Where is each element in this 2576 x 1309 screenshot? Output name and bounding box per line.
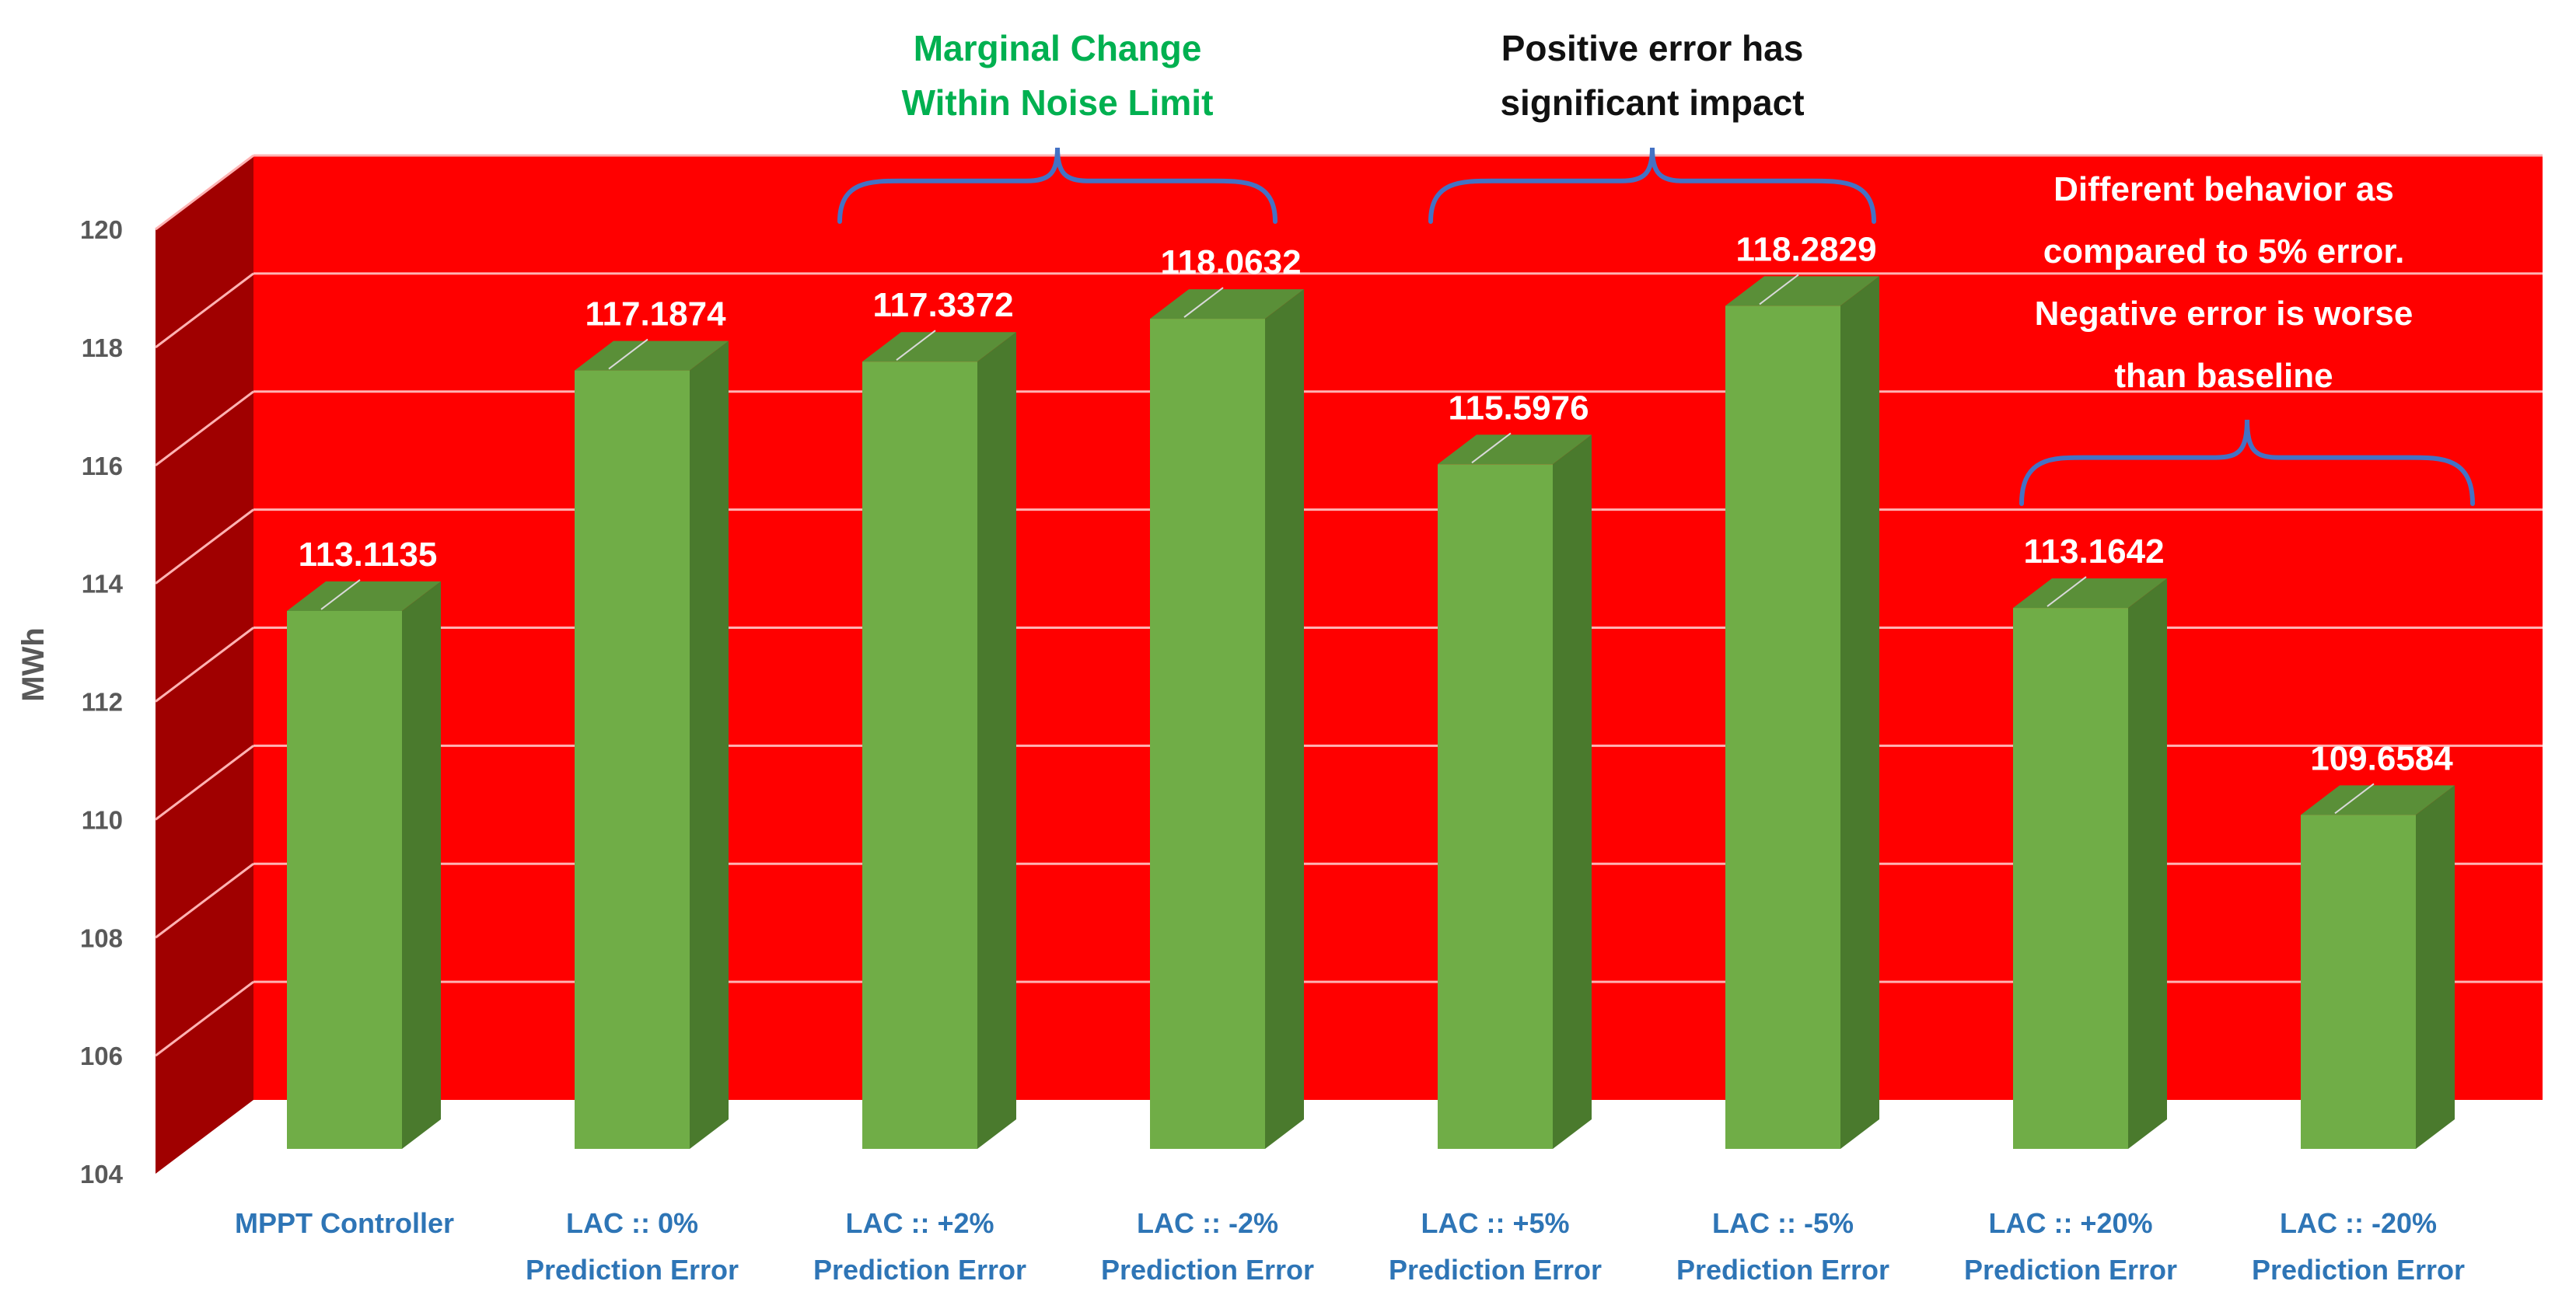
bar-side [402, 581, 441, 1149]
gridline-side [155, 745, 254, 821]
x-tick-label: Prediction Error [1389, 1254, 1602, 1286]
value-leader [320, 579, 361, 610]
y-tick-label: 120 [80, 215, 123, 244]
value-label: 109.6584 [2310, 739, 2453, 777]
bar [2013, 608, 2128, 1149]
bars [287, 276, 2455, 1150]
x-tick-label: Prediction Error [813, 1254, 1026, 1286]
gridline-side [155, 154, 254, 231]
bar-top [2301, 785, 2455, 815]
bar [287, 610, 402, 1149]
y-tick-label: 118 [82, 333, 123, 362]
x-tick-label: Prediction Error [526, 1254, 739, 1286]
bar [1150, 319, 1265, 1150]
x-tick-label: LAC :: -2% [1137, 1207, 1278, 1239]
bar [1438, 464, 1553, 1149]
bar-side [1553, 435, 1592, 1149]
x-tick-label: LAC :: -20% [2280, 1207, 2437, 1239]
x-tick-label: Prediction Error [1964, 1254, 2177, 1286]
bar-top [2013, 578, 2167, 609]
bar-side [1840, 276, 1879, 1149]
value-label: 113.1135 [299, 536, 438, 574]
annotation-different-behavior: Negative error is worse [2035, 295, 2413, 333]
bar [862, 361, 977, 1149]
gridline-side [155, 508, 254, 585]
y-tick-label: 110 [82, 805, 123, 834]
bar [1725, 305, 1840, 1149]
x-tick-label: LAC :: +2% [845, 1207, 994, 1239]
y-tick-label: 108 [80, 923, 123, 952]
x-tick-label: LAC :: -5% [1712, 1207, 1854, 1239]
bar-top [575, 340, 729, 371]
annotations: Marginal Change Within Noise Limit Positiv… [837, 28, 2475, 506]
bar-top [1725, 276, 1879, 306]
x-tick-label: LAC :: +5% [1421, 1207, 1569, 1239]
value-label: 113.1642 [2023, 532, 2164, 571]
value-label: 117.1874 [585, 295, 726, 333]
value-leader [1759, 274, 1799, 305]
y-tick-label: 116 [82, 452, 123, 480]
y-axis: MWh 104 106 108 110 112 114 116 118 120 [16, 215, 124, 1189]
value-leader [896, 330, 936, 361]
x-tick-label: Prediction Error [2252, 1254, 2465, 1286]
annotation-different-behavior: compared to 5% error. [2043, 232, 2405, 271]
value-label: 115.5976 [1448, 389, 1589, 427]
y-tick-label: 112 [82, 688, 123, 717]
y-axis-title: MWh [16, 627, 51, 702]
brace-positive-error [1428, 147, 1876, 224]
bar-side [977, 332, 1016, 1150]
value-labels: 113.1135 117.1874 117.3372 118.0632 115.5976… [299, 230, 2453, 815]
x-tick-label: Prediction Error [1676, 1254, 1889, 1286]
bar-side [2416, 785, 2455, 1149]
gridline-side [155, 272, 254, 349]
gridline-side [155, 390, 254, 466]
value-leader [1183, 287, 1224, 318]
brace-different-behavior [2019, 419, 2475, 506]
y-tick-label: 106 [80, 1042, 123, 1070]
x-axis: MPPT Controller LAC :: 0%Prediction Error… [235, 1207, 2465, 1286]
bar-top [287, 581, 441, 611]
gridline-side [155, 980, 254, 1057]
x-tick-label: LAC :: +20% [1988, 1207, 2152, 1239]
bar [575, 370, 690, 1150]
bar-side [1265, 289, 1304, 1150]
annotation-positive-error: Positive error has [1501, 28, 1804, 68]
bar-side [2128, 578, 2167, 1149]
value-leader [2046, 576, 2087, 607]
x-tick-label: Prediction Error [1101, 1254, 1314, 1286]
value-label: 117.3372 [872, 286, 1013, 324]
value-label: 118.0632 [1160, 243, 1301, 281]
gridline-side [155, 863, 254, 939]
bar [2301, 815, 2416, 1149]
x-tick-label: LAC :: 0% [566, 1207, 698, 1239]
brace-noise-limit [837, 147, 1278, 224]
annotation-noise-limit: Within Noise Limit [902, 82, 1214, 123]
gridline-side [155, 627, 254, 703]
bar-top [1150, 289, 1304, 319]
value-leader [1471, 432, 1512, 464]
annotation-different-behavior: than baseline [2114, 357, 2333, 395]
annotation-noise-limit: Marginal Change [914, 28, 1202, 68]
value-leader [608, 338, 648, 370]
bar-top [862, 332, 1016, 362]
bar-top [1438, 435, 1592, 465]
bar-side [690, 340, 729, 1150]
annotation-different-behavior: Different behavior as [2053, 170, 2394, 208]
value-label: 118.2829 [1735, 230, 1876, 268]
y-tick-label: 114 [82, 570, 124, 599]
x-tick-label: MPPT Controller [235, 1207, 454, 1239]
y-tick-label: 104 [80, 1160, 124, 1189]
value-leader [2334, 783, 2375, 815]
annotation-positive-error: significant impact [1500, 82, 1804, 123]
